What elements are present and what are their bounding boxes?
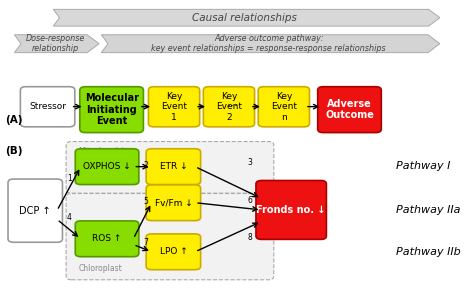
- Text: (B): (B): [5, 146, 23, 156]
- Text: 4: 4: [67, 213, 72, 222]
- Text: 2: 2: [144, 161, 148, 170]
- FancyBboxPatch shape: [148, 87, 200, 127]
- Text: Dose-response
relationship: Dose-response relationship: [25, 34, 84, 53]
- Text: Key
Event
1: Key Event 1: [161, 92, 187, 122]
- Text: Fv/Fm ↓: Fv/Fm ↓: [155, 198, 192, 207]
- Text: Fronds no. ↓: Fronds no. ↓: [256, 205, 326, 215]
- Text: 6: 6: [247, 196, 253, 205]
- Text: 8: 8: [247, 233, 252, 242]
- Text: 1: 1: [67, 174, 72, 183]
- Text: Adverse
Outcome: Adverse Outcome: [325, 99, 374, 120]
- FancyBboxPatch shape: [80, 87, 144, 133]
- Text: Mitochondria: Mitochondria: [79, 147, 129, 156]
- Text: LPO ↑: LPO ↑: [160, 247, 187, 256]
- Polygon shape: [14, 35, 99, 53]
- Text: Stressor: Stressor: [29, 102, 66, 111]
- FancyBboxPatch shape: [258, 87, 310, 127]
- FancyBboxPatch shape: [146, 149, 201, 184]
- Polygon shape: [53, 9, 440, 26]
- Text: (A): (A): [5, 115, 23, 125]
- Text: Key
Event
n: Key Event n: [271, 92, 297, 122]
- FancyBboxPatch shape: [318, 87, 381, 133]
- FancyBboxPatch shape: [66, 193, 274, 280]
- Text: ···: ···: [227, 99, 239, 113]
- Text: Adverse outcome pathway:
key event relationships = response-response relationshi: Adverse outcome pathway: key event relat…: [152, 34, 386, 53]
- FancyBboxPatch shape: [75, 221, 139, 257]
- Text: 3: 3: [247, 158, 253, 167]
- Text: ROS ↑: ROS ↑: [92, 234, 122, 243]
- Text: Pathway I: Pathway I: [396, 161, 451, 171]
- Text: Chloroplast: Chloroplast: [79, 264, 122, 273]
- Text: Causal relationships: Causal relationships: [192, 13, 297, 23]
- Text: OXPHOS ↓: OXPHOS ↓: [83, 162, 131, 171]
- Text: 5: 5: [144, 197, 149, 206]
- Polygon shape: [101, 35, 440, 53]
- Text: 7: 7: [144, 238, 149, 247]
- FancyBboxPatch shape: [75, 149, 139, 184]
- FancyBboxPatch shape: [8, 179, 63, 242]
- FancyBboxPatch shape: [66, 142, 274, 193]
- Text: DCP ↑: DCP ↑: [19, 206, 51, 216]
- FancyBboxPatch shape: [146, 234, 201, 270]
- FancyBboxPatch shape: [203, 87, 255, 127]
- Text: Pathway IIb: Pathway IIb: [396, 247, 461, 257]
- Text: Pathway IIa: Pathway IIa: [396, 205, 461, 215]
- FancyBboxPatch shape: [20, 87, 75, 127]
- FancyBboxPatch shape: [146, 185, 201, 221]
- Text: ETR ↓: ETR ↓: [160, 162, 187, 171]
- Text: Molecular
Initiating
Event: Molecular Initiating Event: [85, 93, 138, 126]
- Text: Key
Event
2: Key Event 2: [216, 92, 242, 122]
- FancyBboxPatch shape: [256, 180, 327, 239]
